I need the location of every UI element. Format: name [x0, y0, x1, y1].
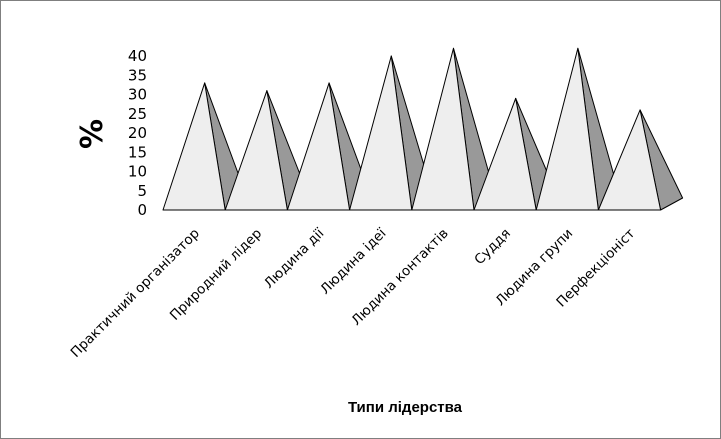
y-tick-label: 0	[137, 201, 147, 219]
pyramid-front	[349, 55, 413, 211]
x-axis-label: Типи лідерства	[348, 399, 463, 416]
y-tick-label: 30	[128, 86, 147, 104]
pyramid-front	[411, 47, 475, 211]
y-axis-label: %	[75, 119, 110, 149]
pyramid-front	[162, 82, 226, 211]
y-tick-label: 35	[128, 66, 147, 84]
y-tick-label: 15	[128, 143, 147, 161]
pyramid-front	[224, 90, 288, 211]
x-category-label: Суддя	[471, 226, 514, 269]
pyramid-front	[286, 82, 351, 211]
pyramid-series	[162, 47, 684, 211]
pyramid-front	[535, 47, 599, 211]
y-tick-label: 5	[137, 182, 147, 200]
x-category-label: Людина дії	[261, 225, 328, 292]
y-tick-label: 10	[128, 163, 147, 181]
y-tick-label: 25	[128, 105, 147, 123]
x-category-label: Практичний організатор	[68, 226, 203, 361]
y-tick-label: 20	[128, 124, 147, 142]
pyramid-front	[473, 97, 537, 211]
y-tick-label: 40	[128, 47, 147, 65]
pyramid-front	[597, 109, 662, 211]
